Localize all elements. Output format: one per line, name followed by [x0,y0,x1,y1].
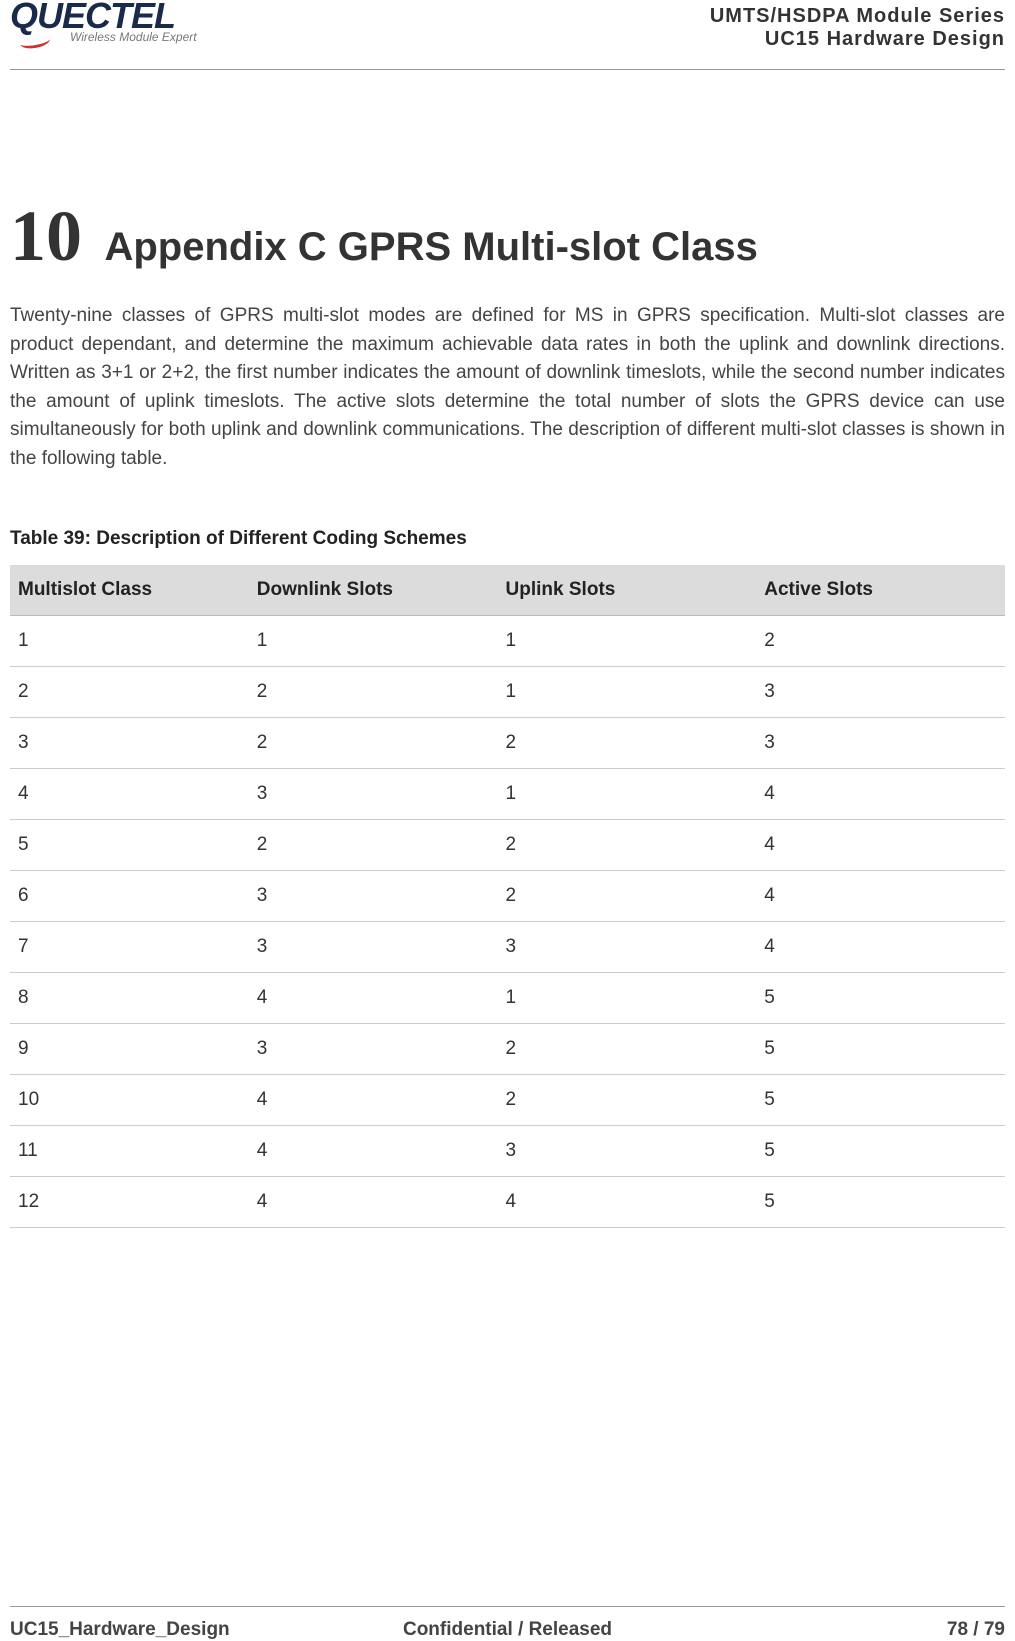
table-cell: 4 [498,1177,757,1228]
page-header: QUECTEL Wireless Module Expert UMTS/HSDP… [10,0,1005,70]
table-row: 5224 [10,820,1005,871]
table-header-row: Multislot Class Downlink Slots Uplink Sl… [10,565,1005,616]
table-cell: 2 [249,718,498,769]
table-cell: 3 [249,769,498,820]
brand-logo: QUECTEL Wireless Module Expert [10,0,270,55]
table-cell: 1 [498,616,757,667]
table-row: 8415 [10,973,1005,1024]
table-cell: 2 [498,1024,757,1075]
table-cell: 5 [10,820,249,871]
table-cell: 6 [10,871,249,922]
table-row: 12445 [10,1177,1005,1228]
table-cell: 11 [10,1126,249,1177]
table-row: 6324 [10,871,1005,922]
table-cell: 4 [10,769,249,820]
table-cell: 4 [249,1177,498,1228]
table-cell: 2 [498,718,757,769]
table-cell: 4 [249,973,498,1024]
table-row: 7334 [10,922,1005,973]
table-cell: 3 [498,922,757,973]
table-cell: 4 [756,922,1005,973]
table-row: 11435 [10,1126,1005,1177]
intro-paragraph: Twenty-nine classes of GPRS multi-slot m… [10,302,1005,473]
logo-swoosh-icon [10,30,60,55]
page: QUECTEL Wireless Module Expert UMTS/HSDP… [0,0,1015,1639]
table-cell: 2 [756,616,1005,667]
table-cell: 4 [756,820,1005,871]
table-row: 9325 [10,1024,1005,1075]
table-cell: 5 [756,1126,1005,1177]
table-cell: 3 [756,718,1005,769]
table-caption: Table 39: Description of Different Codin… [10,528,1005,550]
table-cell: 5 [756,1177,1005,1228]
table-cell: 4 [249,1075,498,1126]
table-cell: 4 [756,871,1005,922]
table-cell: 2 [249,667,498,718]
table-row: 4314 [10,769,1005,820]
table-cell: 2 [249,820,498,871]
table-cell: 1 [498,667,757,718]
table-cell: 2 [498,1075,757,1126]
table-row: 1112 [10,616,1005,667]
table-row: 10425 [10,1075,1005,1126]
table-cell: 4 [756,769,1005,820]
table-cell: 3 [756,667,1005,718]
table-cell: 5 [756,1024,1005,1075]
header-line-1: UMTS/HSDPA Module Series [710,5,1005,28]
table-cell: 9 [10,1024,249,1075]
logo-wordmark: QUECTEL [10,0,270,32]
table-row: 3223 [10,718,1005,769]
table-row: 2213 [10,667,1005,718]
table-header-cell: Uplink Slots [498,565,757,616]
table-cell: 3 [10,718,249,769]
logo-tagline: Wireless Module Expert [70,30,270,44]
header-doc-title: UMTS/HSDPA Module Series UC15 Hardware D… [710,5,1005,51]
page-footer: UC15_Hardware_Design Confidential / Rele… [10,1606,1005,1619]
table-cell: 3 [498,1126,757,1177]
table-cell: 1 [249,616,498,667]
table-cell: 3 [249,1024,498,1075]
table-header-cell: Downlink Slots [249,565,498,616]
table-cell: 1 [10,616,249,667]
table-cell: 1 [498,769,757,820]
table-header-cell: Multislot Class [10,565,249,616]
table-cell: 12 [10,1177,249,1228]
table-cell: 2 [498,871,757,922]
table-cell: 5 [756,1075,1005,1126]
footer-page-number: 78 / 79 [947,1619,1005,1641]
table-cell: 2 [10,667,249,718]
multislot-class-table: Multislot Class Downlink Slots Uplink Sl… [10,565,1005,1228]
header-line-2: UC15 Hardware Design [710,28,1005,51]
table-cell: 10 [10,1075,249,1126]
table-cell: 3 [249,871,498,922]
table-cell: 2 [498,820,757,871]
table-cell: 3 [249,922,498,973]
footer-doc-id: UC15_Hardware_Design [10,1619,230,1641]
table-cell: 1 [498,973,757,1024]
table-cell: 4 [249,1126,498,1177]
footer-confidentiality: Confidential / Released [403,1619,612,1641]
table-header-cell: Active Slots [756,565,1005,616]
chapter-title: Appendix C GPRS Multi-slot Class [104,225,757,270]
chapter-number: 10 [10,200,82,272]
table-cell: 5 [756,973,1005,1024]
table-cell: 8 [10,973,249,1024]
table-body: 1112 2213 3223 4314 5224 6324 7334 8415 … [10,616,1005,1228]
table-cell: 7 [10,922,249,973]
chapter-heading: 10 Appendix C GPRS Multi-slot Class [10,200,1005,272]
